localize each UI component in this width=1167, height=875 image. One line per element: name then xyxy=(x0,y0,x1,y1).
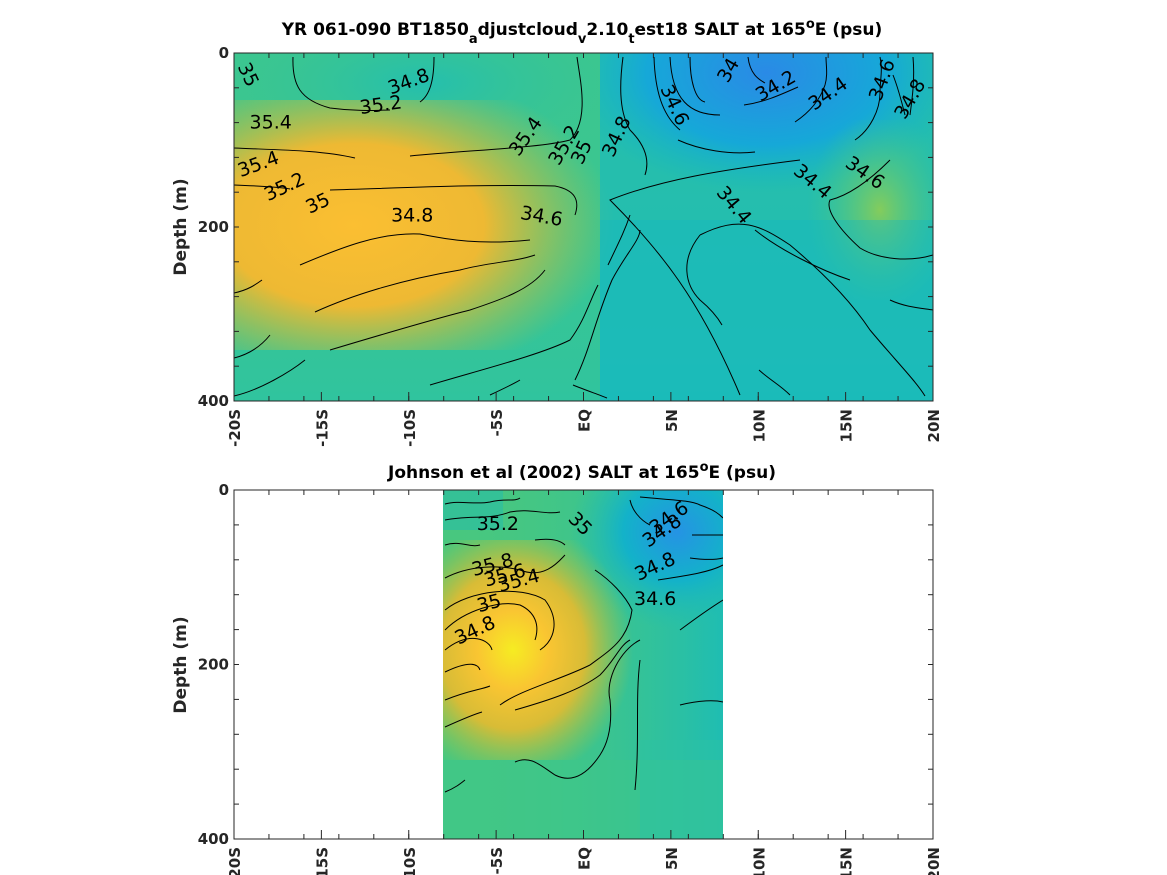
top-x-tick-label: EQ xyxy=(576,409,594,432)
top-x-tick-label: -10S xyxy=(401,409,419,447)
bottom-contour-label: 34.6 xyxy=(634,588,676,610)
bottom-x-tick-label: -10S xyxy=(401,847,419,875)
bottom-y-tick-label: 400 xyxy=(198,830,229,848)
top-x-tick-label: 20N xyxy=(925,409,943,442)
top-y-axis: 0 200 400 xyxy=(198,44,933,410)
bottom-contour-label: 35.2 xyxy=(477,513,519,535)
bottom-contour-lines xyxy=(444,496,723,793)
top-contour-label: 35.4 xyxy=(250,112,292,134)
top-contour-label: 34.8 xyxy=(391,205,433,227)
top-x-tick-label: 10N xyxy=(750,409,768,442)
bottom-x-tick-label: 20N xyxy=(925,847,943,875)
top-y-axis-label: Depth (m) xyxy=(171,178,191,275)
bottom-x-tick-label: -20S xyxy=(226,847,244,875)
top-panel: YR 061-090 BT1850adjustcloudv2.10test18 … xyxy=(171,17,943,447)
bottom-panel-title: Johnson et al (2002) SALT at 165oE (psu) xyxy=(387,460,776,483)
bottom-panel: Johnson et al (2002) SALT at 165oE (psu) xyxy=(171,460,943,875)
bottom-x-tick-label: 10N xyxy=(750,847,768,875)
top-x-tick-label: 15N xyxy=(838,409,856,442)
bottom-x-tick-label: EQ xyxy=(576,847,594,870)
bottom-y-axis-label: Depth (m) xyxy=(171,616,191,713)
bottom-x-tick-label: -15S xyxy=(313,847,331,875)
bottom-y-tick-label: 0 xyxy=(219,481,229,499)
top-x-tick-label: -20S xyxy=(226,409,244,447)
top-x-tick-label: 5N xyxy=(663,409,681,432)
bottom-x-tick-label: -5S xyxy=(488,847,506,874)
bottom-y-axis: 0 200 400 xyxy=(198,481,933,848)
bottom-x-tick-label: 15N xyxy=(838,847,856,875)
bottom-y-tick-label: 200 xyxy=(198,656,229,674)
bottom-x-axis: -20S -15S -10S -5S EQ 5N 10N 15N 20N xyxy=(226,490,943,875)
top-y-tick-label: 200 xyxy=(198,218,229,236)
bottom-heatmap xyxy=(443,490,723,839)
bottom-x-tick-label: 5N xyxy=(663,847,681,870)
top-x-tick-label: -5S xyxy=(488,409,506,436)
top-y-tick-label: 400 xyxy=(198,392,229,410)
top-y-tick-label: 0 xyxy=(219,44,229,62)
top-heatmap xyxy=(234,53,933,401)
top-x-tick-label: -15S xyxy=(313,409,331,447)
top-x-axis: -20S -15S -10S -5S EQ 5N 10N 15N 20N xyxy=(226,53,943,447)
top-panel-title: YR 061-090 BT1850adjustcloudv2.10test18 … xyxy=(281,17,882,47)
top-contour-lines xyxy=(234,56,933,399)
